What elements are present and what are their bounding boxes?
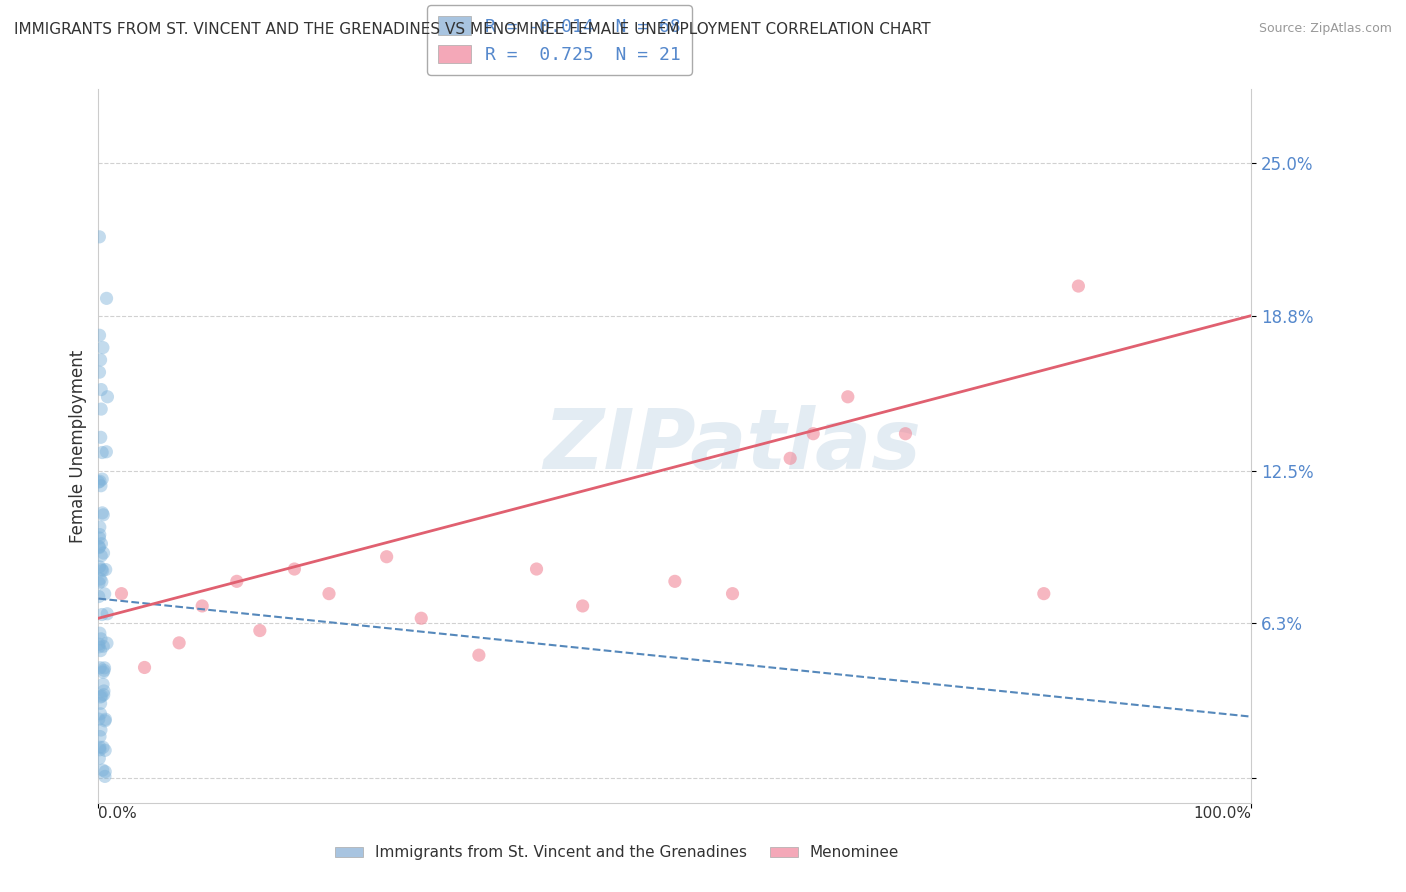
Point — [96, 444, 118, 458]
Point — [90, 706, 112, 721]
Point — [90, 430, 112, 444]
Point — [801, 426, 824, 441]
Point — [93, 587, 115, 601]
Point — [91, 763, 114, 777]
Point — [96, 390, 118, 404]
Text: ZIPatlas: ZIPatlas — [544, 406, 921, 486]
Point — [90, 723, 112, 737]
Point — [94, 712, 117, 726]
Point — [91, 472, 114, 486]
Point — [89, 661, 111, 675]
Point — [87, 475, 110, 489]
Point — [89, 743, 111, 757]
Point — [283, 562, 305, 576]
Point — [89, 626, 111, 640]
Point — [89, 328, 111, 343]
Point — [526, 562, 548, 576]
Point — [87, 640, 110, 654]
Point — [779, 451, 801, 466]
Point — [249, 624, 271, 638]
Point — [89, 740, 111, 755]
Point — [90, 696, 112, 710]
Y-axis label: Female Unemployment: Female Unemployment — [69, 350, 87, 542]
Point — [94, 769, 117, 783]
Point — [89, 559, 111, 574]
Point — [91, 445, 114, 459]
Text: IMMIGRANTS FROM ST. VINCENT AND THE GRENADINES VS MENOMINEE FEMALE UNEMPLOYMENT : IMMIGRANTS FROM ST. VINCENT AND THE GREN… — [14, 22, 931, 37]
Legend: Immigrants from St. Vincent and the Grenadines, Menominee: Immigrants from St. Vincent and the Gren… — [329, 839, 905, 866]
Point — [93, 546, 115, 560]
Point — [96, 607, 118, 621]
Point — [89, 751, 111, 765]
Point — [167, 636, 190, 650]
Point — [89, 520, 111, 534]
Point — [571, 599, 593, 613]
Point — [91, 508, 114, 522]
Point — [94, 714, 117, 728]
Point — [90, 383, 112, 397]
Point — [90, 479, 112, 493]
Point — [89, 527, 111, 541]
Point — [94, 743, 117, 757]
Point — [91, 639, 114, 653]
Point — [90, 562, 112, 576]
Text: Source: ZipAtlas.com: Source: ZipAtlas.com — [1258, 22, 1392, 36]
Point — [87, 637, 110, 651]
Point — [894, 426, 917, 441]
Point — [90, 574, 112, 589]
Point — [90, 689, 112, 703]
Point — [90, 537, 112, 551]
Text: 100.0%: 100.0% — [1194, 806, 1251, 822]
Point — [1067, 279, 1090, 293]
Point — [91, 341, 114, 355]
Point — [225, 574, 247, 589]
Point — [93, 688, 115, 702]
Point — [90, 690, 112, 704]
Point — [191, 599, 214, 613]
Point — [89, 531, 111, 545]
Point — [90, 643, 112, 657]
Point — [110, 587, 132, 601]
Point — [837, 390, 859, 404]
Point — [89, 230, 111, 244]
Point — [93, 661, 115, 675]
Point — [96, 291, 118, 305]
Point — [93, 664, 115, 678]
Text: 0.0%: 0.0% — [98, 806, 138, 822]
Point — [1032, 587, 1054, 601]
Point — [91, 677, 114, 691]
Point — [90, 352, 112, 367]
Point — [91, 564, 114, 578]
Point — [375, 549, 398, 564]
Point — [87, 712, 110, 726]
Point — [87, 590, 110, 604]
Point — [94, 764, 117, 779]
Point — [90, 402, 112, 417]
Point — [93, 684, 115, 698]
Point — [664, 574, 686, 589]
Point — [87, 576, 110, 591]
Point — [89, 365, 111, 379]
Point — [91, 740, 114, 755]
Point — [721, 587, 744, 601]
Point — [89, 540, 111, 554]
Point — [90, 632, 112, 646]
Point — [89, 730, 111, 744]
Point — [94, 563, 117, 577]
Point — [91, 665, 114, 680]
Point — [96, 636, 118, 650]
Point — [411, 611, 433, 625]
Point — [89, 572, 111, 586]
Point — [134, 660, 156, 674]
Point — [90, 549, 112, 563]
Point — [89, 541, 111, 555]
Point — [468, 648, 491, 662]
Point — [89, 475, 111, 489]
Point — [91, 506, 114, 520]
Point — [318, 587, 340, 601]
Point — [91, 607, 114, 622]
